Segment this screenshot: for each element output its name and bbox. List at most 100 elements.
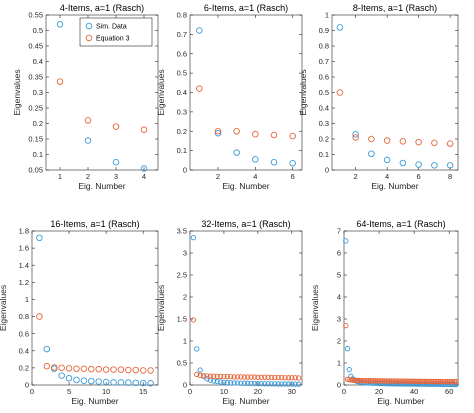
data-point-eq (117, 366, 125, 373)
plot-title: 4-Items, a=1 (Rasch) (60, 3, 144, 13)
data-point-sim (43, 345, 51, 353)
data-point-sim (446, 162, 454, 169)
data-point-sim (196, 27, 203, 34)
data-point-sim (132, 379, 140, 387)
data-point-sim (125, 379, 132, 386)
data-point-eq (379, 378, 386, 384)
data-point-eq (289, 375, 295, 381)
y-tick-label: 0.3 (319, 119, 329, 128)
data-point-sim (289, 381, 295, 387)
plot-title: 6-Items, a=1 (Rasch) (204, 3, 288, 13)
data-point-eq (214, 127, 222, 135)
data-point-eq (233, 127, 240, 135)
data-point-eq (245, 374, 251, 380)
data-point-eq (364, 378, 370, 384)
x-tick-label: 3 (114, 172, 118, 181)
data-point-sim (344, 346, 351, 352)
plot-title: 32-Items, a=1 (Rasch) (201, 219, 290, 229)
data-point-eq (431, 139, 438, 147)
data-point-eq (80, 365, 88, 372)
data-point-eq (425, 378, 431, 385)
y-tick-label: 0.1 (177, 146, 187, 155)
data-point-sim (197, 367, 203, 373)
data-point-sim (272, 381, 278, 387)
y-tick-label: 0.8 (19, 312, 29, 321)
data-point-eq (217, 373, 224, 380)
data-point-eq (102, 366, 110, 373)
data-point-eq (446, 378, 452, 385)
data-point-eq (381, 378, 387, 384)
y-tick-label: 0 (183, 381, 187, 390)
panel-4: 16-Items, a=1 (Rasch) 0 5 10 15 0 0.2 0.4 0.6 0.8… (0, 219, 159, 406)
data-point-eq (407, 378, 414, 384)
y-tick-label: 0.25 (28, 104, 43, 113)
data-point-eq (448, 378, 454, 385)
y-tick-label: 0.7 (177, 30, 187, 39)
data-point-eq (399, 138, 407, 145)
data-point-eq (395, 378, 402, 384)
data-point-eq (292, 375, 298, 381)
y-tick-label: 0.8 (177, 11, 187, 20)
data-point-eq (248, 374, 254, 380)
data-point-eq (234, 374, 241, 380)
y-tick-label: 0 (325, 166, 329, 175)
data-point-eq (436, 378, 442, 385)
y-tick-label: 0.1 (33, 150, 43, 159)
y-tick-label: 5 (337, 271, 341, 280)
y-tick-label: 1.2 (19, 278, 29, 287)
data-point-eq (415, 138, 422, 146)
data-point-sim (217, 379, 224, 385)
x-tick-label: 6 (291, 172, 295, 181)
x-tick-label: 15 (139, 387, 147, 396)
y-tick-label: 2 (337, 337, 341, 346)
x-axis-label: Eig. Number (222, 181, 269, 191)
data-point-eq (200, 373, 207, 379)
data-point-eq (450, 378, 456, 385)
data-point-sim (336, 24, 344, 31)
y-tick-label: 0.2 (177, 127, 187, 136)
data-point-sim (234, 380, 241, 386)
data-point-sim (224, 379, 230, 386)
series-sim (196, 27, 296, 167)
plot-title: 16-Items, a=1 (Rasch) (50, 219, 139, 229)
data-point-sim (352, 131, 359, 138)
y-tick-label: 7 (337, 227, 341, 236)
panel-1: 4-Items, a=1 (Rasch) 1 2 3 4 0.05 0.1 0.15 0.2 0.… (12, 3, 159, 191)
series-eq (190, 317, 302, 381)
data-point-eq (43, 362, 51, 370)
data-point-eq (58, 364, 65, 372)
data-point-eq (270, 131, 278, 139)
data-point-eq (251, 374, 258, 380)
data-point-eq (252, 130, 259, 138)
y-tick-label: 0.8 (319, 42, 329, 51)
data-point-eq (360, 377, 366, 384)
legend-marker-sim (85, 22, 93, 30)
x-tick-label: 10 (220, 387, 228, 396)
data-point-eq (224, 373, 230, 380)
x-axis-label: Eig. Number (71, 396, 118, 406)
data-point-eq (386, 378, 393, 384)
data-point-eq (437, 378, 444, 385)
data-point-eq (390, 378, 396, 384)
data-point-eq (295, 375, 302, 381)
data-point-sim (252, 156, 259, 163)
data-point-eq (372, 378, 379, 384)
x-tick-label: 20 (254, 387, 262, 396)
legend: Sim. Data Equation 3 (79, 17, 153, 47)
data-point-eq (392, 378, 398, 384)
panel-5: 32-Items, a=1 (Rasch) 0 10 20 30 0 0.5 1 1.5 2 2.5… (156, 219, 303, 406)
data-point-sim (415, 161, 422, 168)
y-tick-label: 1 (325, 11, 329, 20)
data-point-eq (140, 126, 148, 133)
legend-box (79, 17, 153, 47)
data-point-eq (88, 365, 95, 373)
y-tick-label: 3 (337, 315, 341, 324)
data-point-eq (238, 374, 244, 380)
data-point-sim (117, 379, 125, 386)
data-point-eq (383, 378, 389, 384)
data-point-eq (416, 378, 423, 385)
data-point-eq (110, 366, 117, 373)
data-point-sim (431, 162, 438, 169)
